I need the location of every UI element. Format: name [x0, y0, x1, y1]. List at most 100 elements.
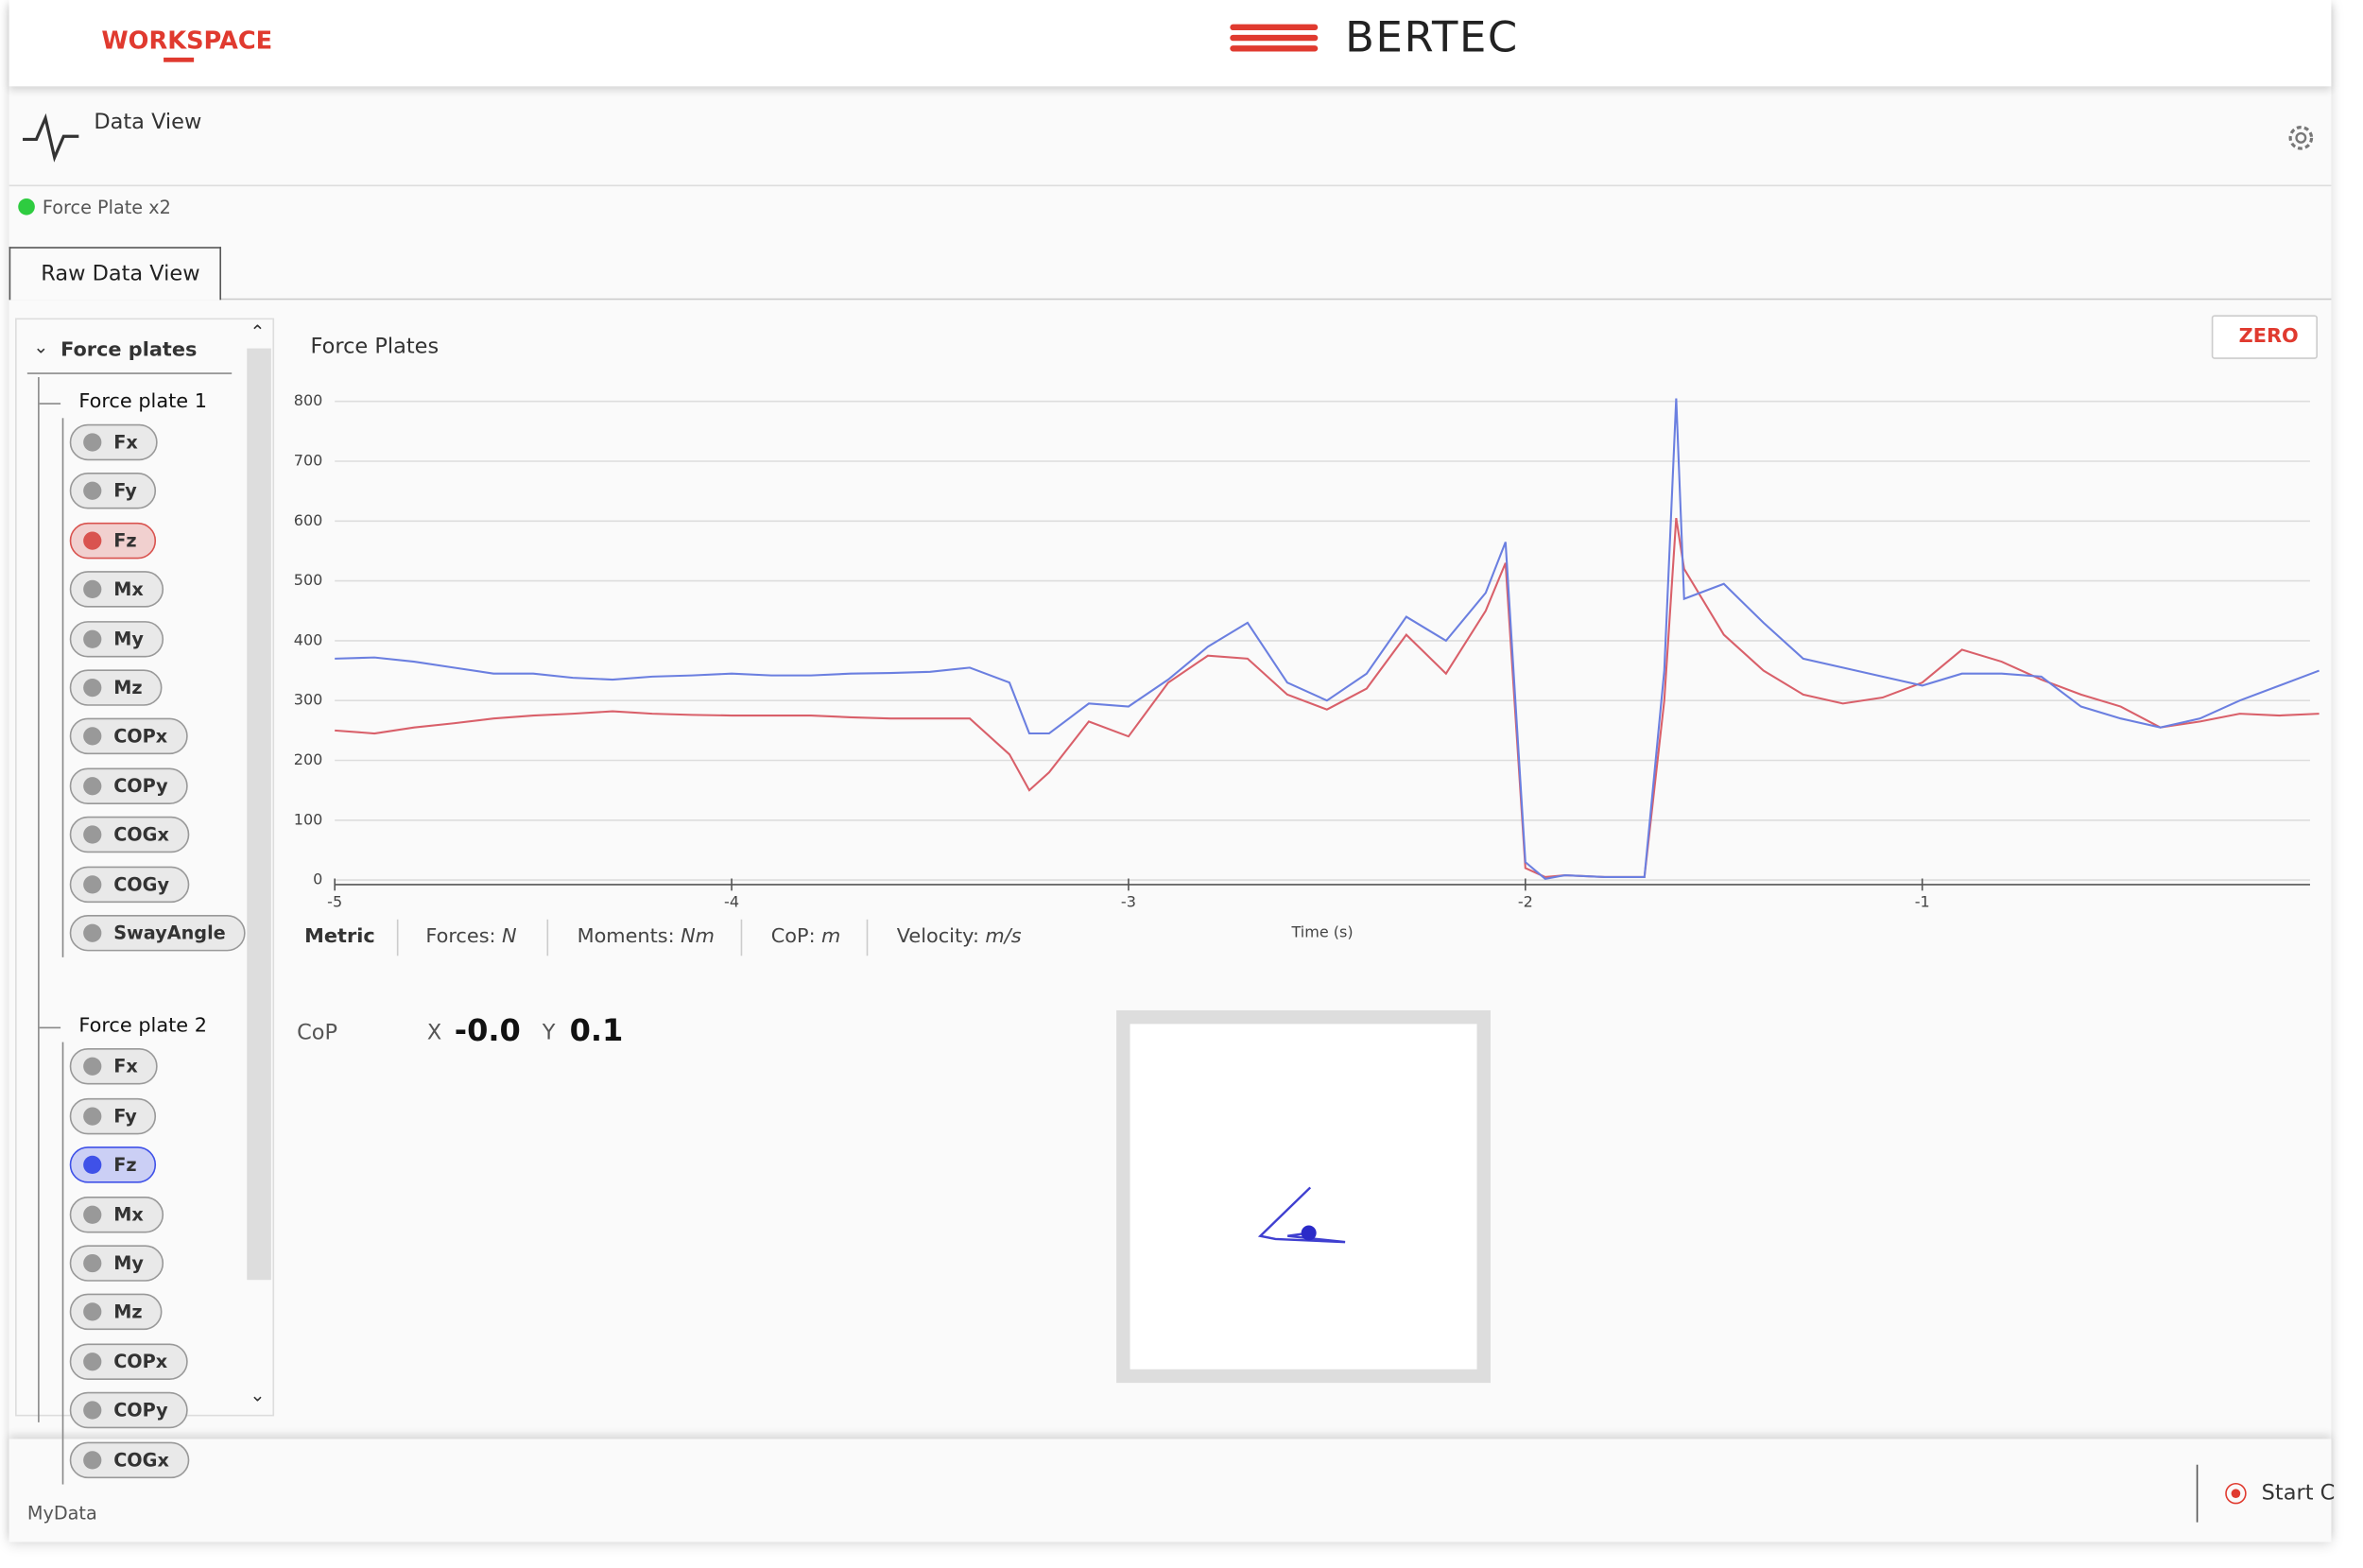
tab[interactable]	[9, 247, 221, 301]
channel-label[interactable]: Fy	[113, 1105, 137, 1128]
channel-label[interactable]: COGx	[113, 1449, 169, 1471]
channel-chip[interactable]: Fy	[69, 1097, 157, 1135]
workspace-link[interactable]: WORKSPACE	[101, 26, 273, 55]
channel-dot	[83, 727, 102, 747]
y-tick-label: 700	[294, 451, 323, 469]
divider	[26, 372, 233, 374]
status-dot	[18, 198, 35, 215]
channel-dot	[83, 1107, 102, 1126]
channel-label[interactable]: COGy	[113, 873, 169, 895]
unit-label: Velocity:	[896, 925, 979, 949]
channel-chip[interactable]: COPx	[69, 1343, 187, 1380]
zero-label[interactable]: ZERO	[2238, 325, 2299, 349]
unit-value: m	[821, 925, 841, 949]
channel-chip[interactable]: COPx	[69, 718, 187, 755]
channel-label[interactable]: COPy	[113, 775, 168, 797]
channel-label[interactable]: COPx	[113, 1351, 168, 1372]
channel-chip[interactable]: Mz	[69, 669, 163, 706]
channel-chip[interactable]: Fy	[69, 473, 157, 510]
channel-dot	[83, 629, 102, 648]
separator	[740, 919, 743, 956]
footer	[9, 1439, 2332, 1542]
y-tick-label: 600	[294, 511, 323, 529]
channel-dot	[83, 1450, 102, 1469]
chart-title: Force Plates	[310, 335, 440, 359]
separator	[546, 919, 549, 956]
channel-chip[interactable]: Fz	[69, 522, 157, 560]
channel-chip[interactable]: COGy	[69, 866, 189, 903]
channel-label[interactable]: My	[113, 1252, 144, 1274]
channel-label[interactable]: COPy	[113, 1400, 168, 1422]
scrollbar[interactable]	[247, 348, 271, 1281]
header	[9, 0, 2332, 87]
channel-label[interactable]: Fz	[113, 1154, 137, 1176]
x-tick-label: -5	[327, 893, 342, 911]
divider	[9, 184, 2332, 187]
device-name: Force Plate x2	[42, 197, 171, 218]
channel-label[interactable]: My	[113, 628, 144, 649]
channel-chip[interactable]: Mx	[69, 571, 164, 608]
channel-chip[interactable]: COPy	[69, 1392, 188, 1429]
channel-chip[interactable]: COGx	[69, 1441, 189, 1478]
page-title: Data View	[94, 110, 202, 135]
tab-label[interactable]: Raw Data View	[41, 262, 200, 286]
collapse-icon[interactable]: ⌄	[33, 336, 49, 358]
channel-chip[interactable]: Fx	[69, 423, 158, 461]
channel-label[interactable]: COPx	[113, 726, 168, 748]
unit-value: Nm	[681, 925, 715, 949]
channel-label[interactable]: SwayAngle	[113, 922, 226, 944]
cop-plot	[1116, 1009, 1491, 1384]
channel-label[interactable]: COGx	[113, 824, 169, 846]
channel-dot	[83, 1302, 102, 1322]
tree-line	[38, 377, 40, 1422]
record-icon[interactable]	[2225, 1482, 2247, 1505]
channel-label[interactable]: Fz	[113, 529, 137, 552]
start-button[interactable]: Start C	[2261, 1481, 2336, 1506]
channel-label[interactable]: Fx	[113, 431, 138, 454]
scroll-down[interactable]: ⌄	[250, 1384, 266, 1406]
channel-label[interactable]: Mz	[113, 1301, 143, 1323]
divider	[2196, 1464, 2199, 1523]
y-tick-label: 400	[294, 630, 323, 648]
sidebar-title[interactable]: Force plates	[60, 338, 198, 363]
zero-button[interactable]	[2211, 315, 2318, 359]
brand-logo	[1230, 24, 1319, 52]
channel-chip[interactable]: Mz	[69, 1294, 163, 1331]
tree-branch	[39, 1027, 61, 1029]
channel-chip[interactable]: My	[69, 1245, 164, 1282]
channel-chip[interactable]: COPy	[69, 767, 188, 804]
channel-dot	[83, 433, 102, 452]
channel-chip[interactable]: My	[69, 620, 164, 657]
channel-dot	[83, 580, 102, 599]
channel-label[interactable]: Mx	[113, 1203, 144, 1225]
unit-system: Metric	[304, 925, 375, 949]
cop-y-value: 0.1	[569, 1011, 624, 1048]
underline	[164, 57, 195, 62]
channel-dot	[83, 776, 102, 796]
channel-chip[interactable]: Fx	[69, 1048, 158, 1086]
unit-label: CoP:	[770, 925, 816, 949]
cop-y-label: Y	[542, 1021, 556, 1045]
channel-dot	[83, 825, 102, 844]
tree-line	[61, 1042, 64, 1485]
channel-chip[interactable]: SwayAngle	[69, 914, 246, 952]
group-title[interactable]: Force plate 2	[78, 1015, 207, 1039]
channel-label[interactable]: Fy	[113, 480, 137, 503]
scroll-up[interactable]: ⌃	[250, 320, 266, 343]
footer-name: MyData	[26, 1502, 97, 1525]
channel-dot	[83, 678, 102, 698]
channel-chip[interactable]: Fz	[69, 1146, 157, 1183]
x-tick-label: -3	[1121, 893, 1136, 911]
x-tick-label: -4	[724, 893, 739, 911]
channel-chip[interactable]: Mx	[69, 1196, 164, 1232]
channel-label[interactable]: Mx	[113, 578, 144, 600]
channel-dot	[83, 1352, 102, 1371]
group-title[interactable]: Force plate 1	[78, 390, 207, 414]
channel-chip[interactable]: COGx	[69, 817, 189, 853]
unit-value: m/s	[985, 925, 1022, 949]
channel-label[interactable]: Mz	[113, 677, 143, 698]
unit-value: N	[501, 925, 517, 949]
settings-icon[interactable]	[2285, 121, 2318, 154]
channel-label[interactable]: Fx	[113, 1056, 138, 1078]
